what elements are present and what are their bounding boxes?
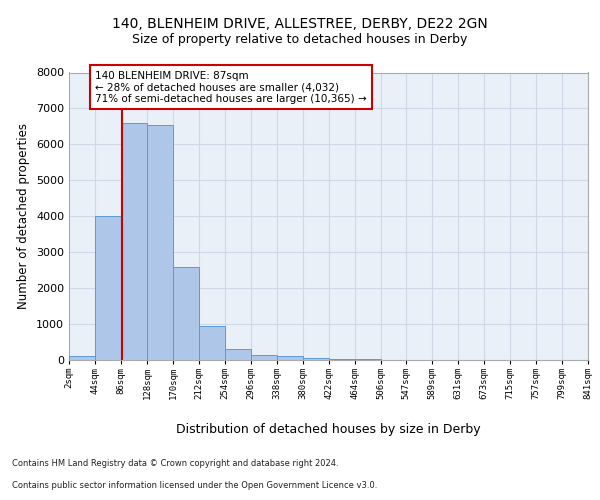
Bar <box>121 123 147 360</box>
Text: Distribution of detached houses by size in Derby: Distribution of detached houses by size … <box>176 422 481 436</box>
Bar <box>277 356 303 360</box>
Bar <box>251 356 277 360</box>
Bar <box>199 326 225 360</box>
Bar <box>95 216 121 360</box>
Text: Contains public sector information licensed under the Open Government Licence v3: Contains public sector information licen… <box>12 481 377 490</box>
Text: 140, BLENHEIM DRIVE, ALLESTREE, DERBY, DE22 2GN: 140, BLENHEIM DRIVE, ALLESTREE, DERBY, D… <box>112 18 488 32</box>
Text: 140 BLENHEIM DRIVE: 87sqm
← 28% of detached houses are smaller (4,032)
71% of se: 140 BLENHEIM DRIVE: 87sqm ← 28% of detac… <box>95 70 367 104</box>
Bar <box>147 124 173 360</box>
Bar <box>329 358 355 360</box>
Bar <box>69 356 95 360</box>
Y-axis label: Number of detached properties: Number of detached properties <box>17 123 31 309</box>
Bar <box>173 266 199 360</box>
Text: Size of property relative to detached houses in Derby: Size of property relative to detached ho… <box>133 32 467 46</box>
Text: Contains HM Land Registry data © Crown copyright and database right 2024.: Contains HM Land Registry data © Crown c… <box>12 458 338 468</box>
Bar <box>303 358 329 360</box>
Bar <box>225 348 251 360</box>
